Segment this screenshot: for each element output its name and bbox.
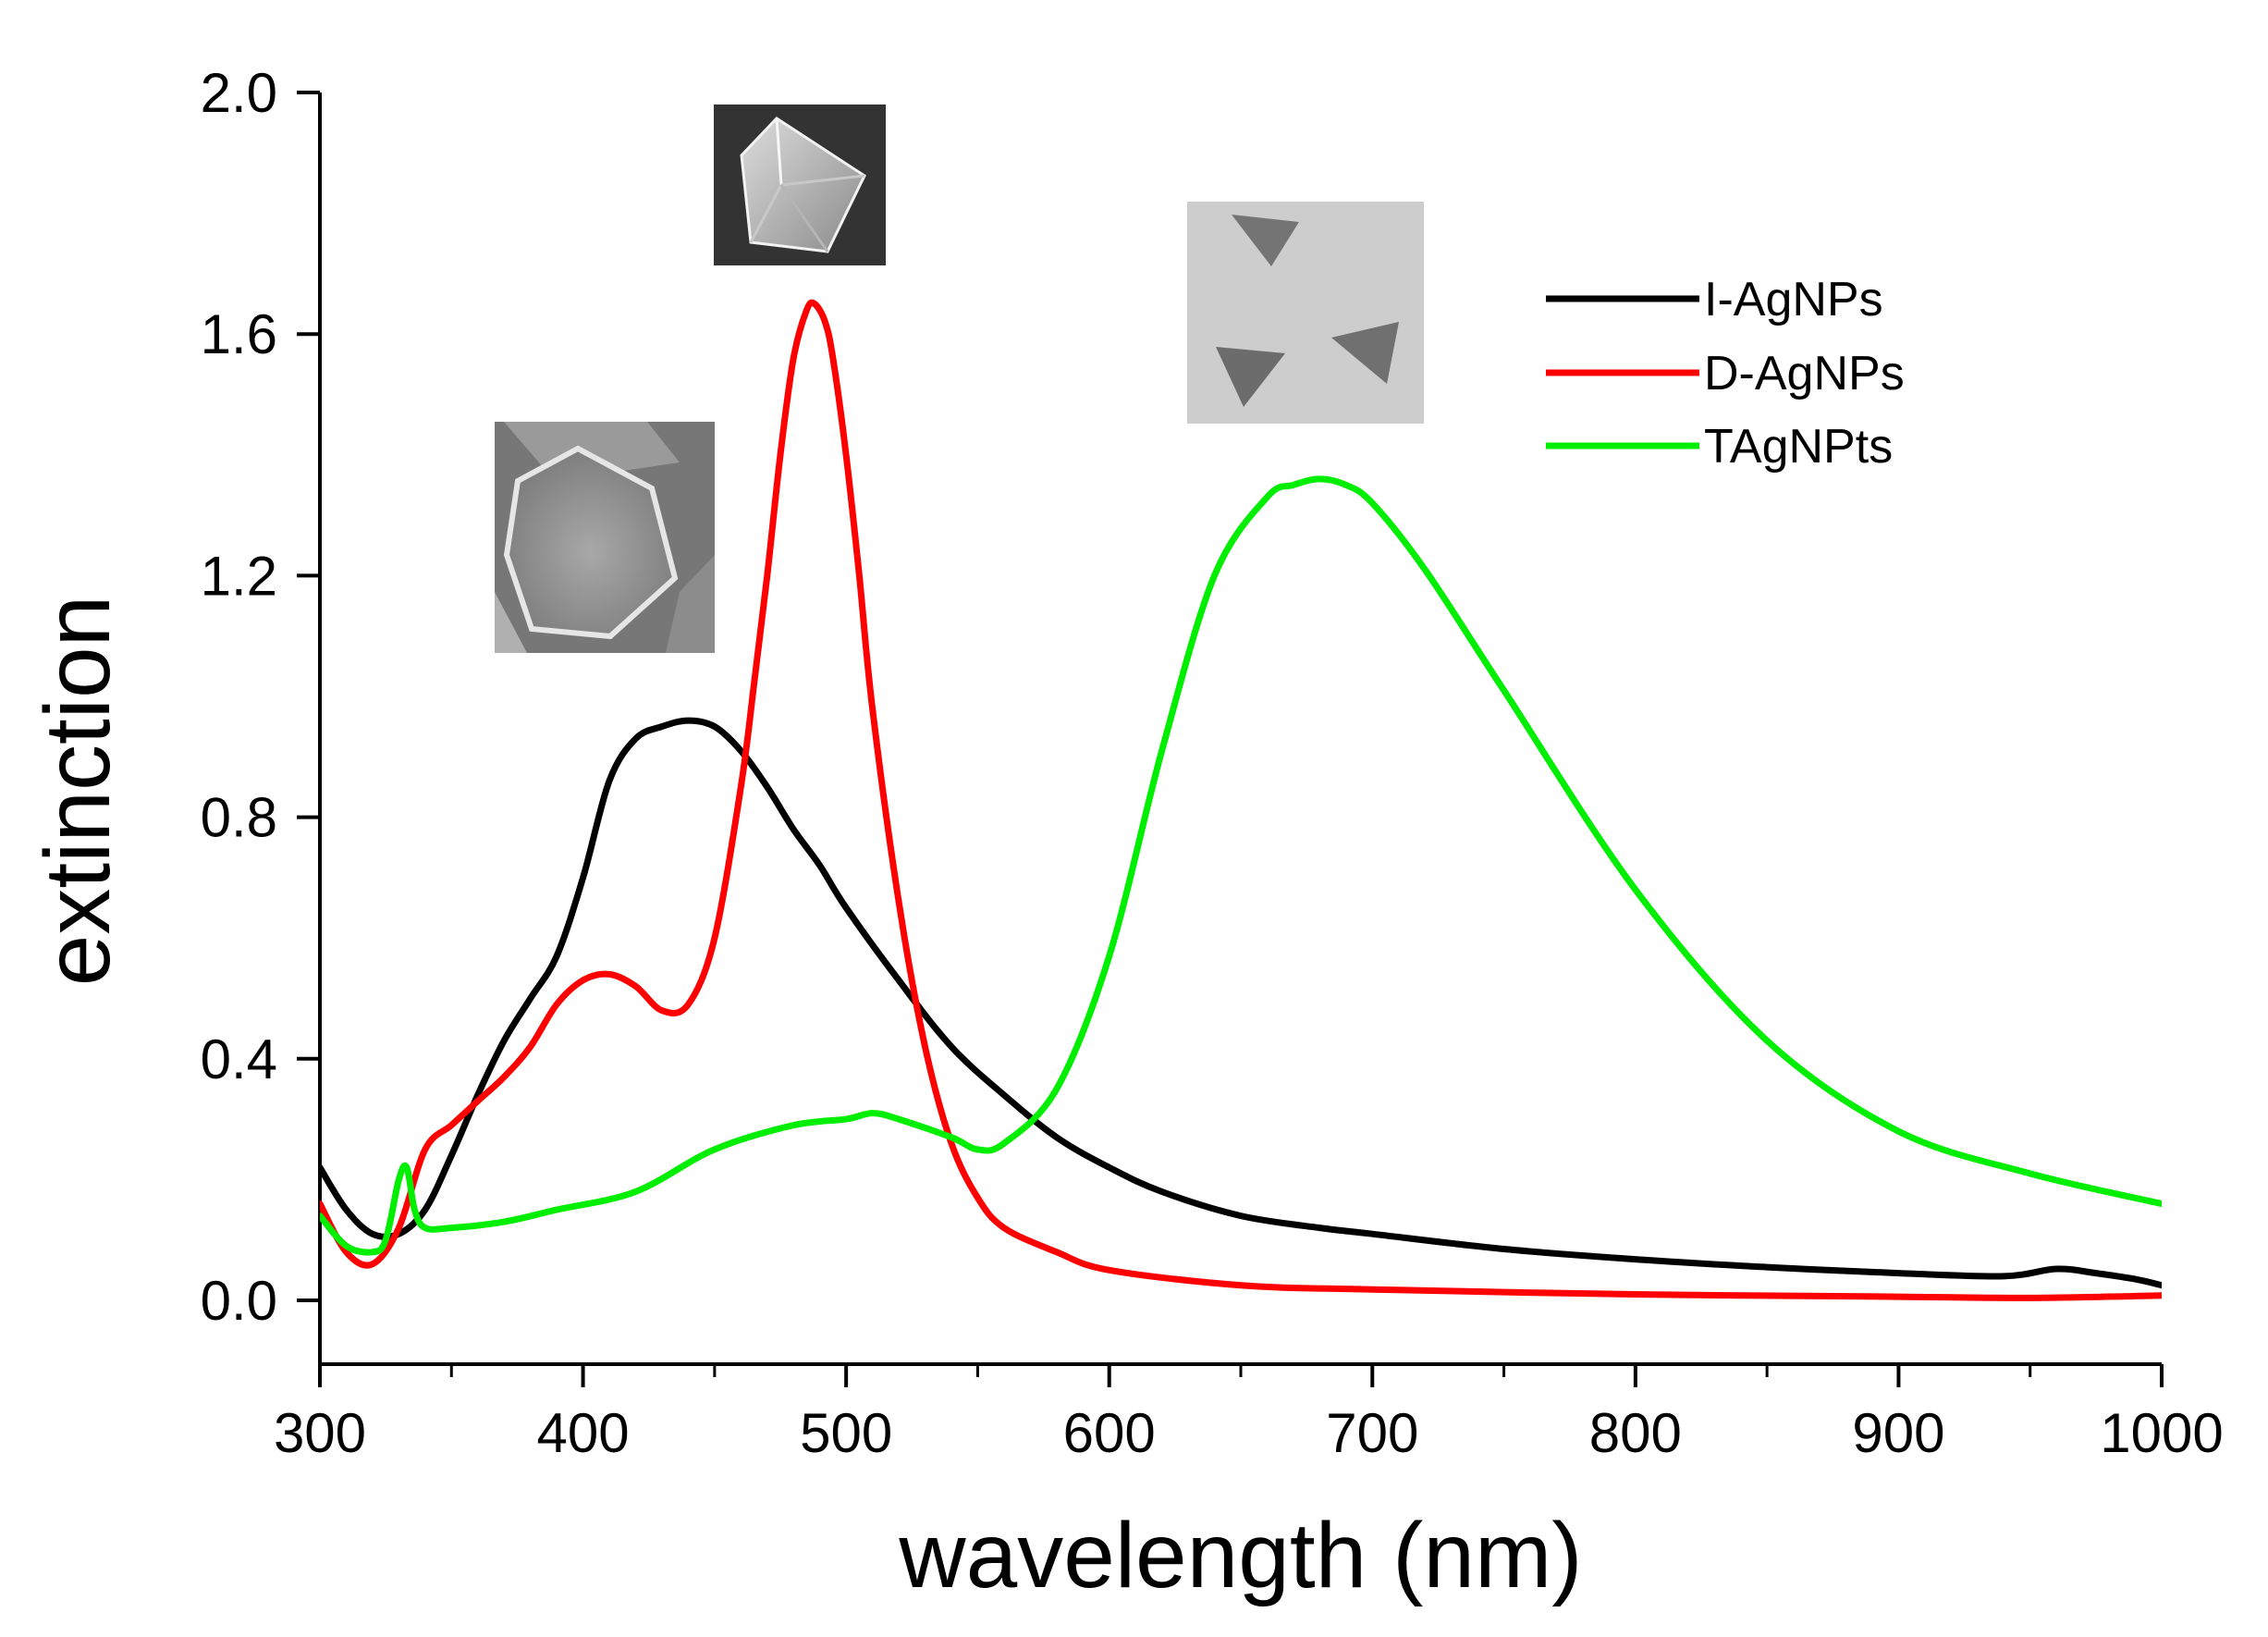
series-line-tagnpts <box>320 475 2162 1256</box>
x-axis-ticks: 300 400 500 600 700 800 900 1000 <box>274 1364 2224 1464</box>
x-tick-label: 500 <box>800 1402 892 1464</box>
x-tick-label: 300 <box>274 1402 366 1464</box>
decahedral-nanoparticle-micrograph <box>714 105 886 265</box>
x-tick-label: 900 <box>1852 1402 1944 1464</box>
plot-area: 300 400 500 600 700 800 900 1000 0.0 0.4 0.8 1.2 1.… <box>201 62 2224 1464</box>
y-tick-label: 2.0 <box>201 62 277 124</box>
series-line-i-agnps <box>320 717 2162 1289</box>
legend-label-d-agnps: D-AgNPs <box>1704 347 1905 400</box>
x-tick-label: 400 <box>537 1402 630 1464</box>
x-tick-label: 1000 <box>2100 1402 2223 1464</box>
x-tick-label: 600 <box>1063 1402 1156 1464</box>
icosahedral-nanoparticle-micrograph <box>495 422 715 653</box>
y-tick-label: 0.4 <box>201 1028 277 1090</box>
x-tick-label: 700 <box>1326 1402 1418 1464</box>
legend: I-AgNPs D-AgNPs TAgNPts <box>1546 273 1905 474</box>
y-tick-label: 0.8 <box>201 787 277 849</box>
y-tick-label: 0.0 <box>201 1270 277 1332</box>
y-axis-title: extinction <box>26 596 129 986</box>
series-layer <box>320 299 2162 1301</box>
x-tick-label: 800 <box>1589 1402 1682 1464</box>
y-axis-ticks: 0.0 0.4 0.8 1.2 1.6 2.0 <box>201 62 320 1332</box>
series-line-d-agnps <box>320 299 2162 1301</box>
x-axis-title: wavelength (nm) <box>898 1504 1582 1607</box>
y-tick-label: 1.6 <box>201 303 277 365</box>
y-tick-label: 1.2 <box>201 545 277 607</box>
triangular-nanoplate-micrograph <box>1187 202 1424 424</box>
legend-label-tagnpts: TAgNPts <box>1704 420 1893 474</box>
legend-label-i-agnps: I-AgNPs <box>1704 273 1883 326</box>
